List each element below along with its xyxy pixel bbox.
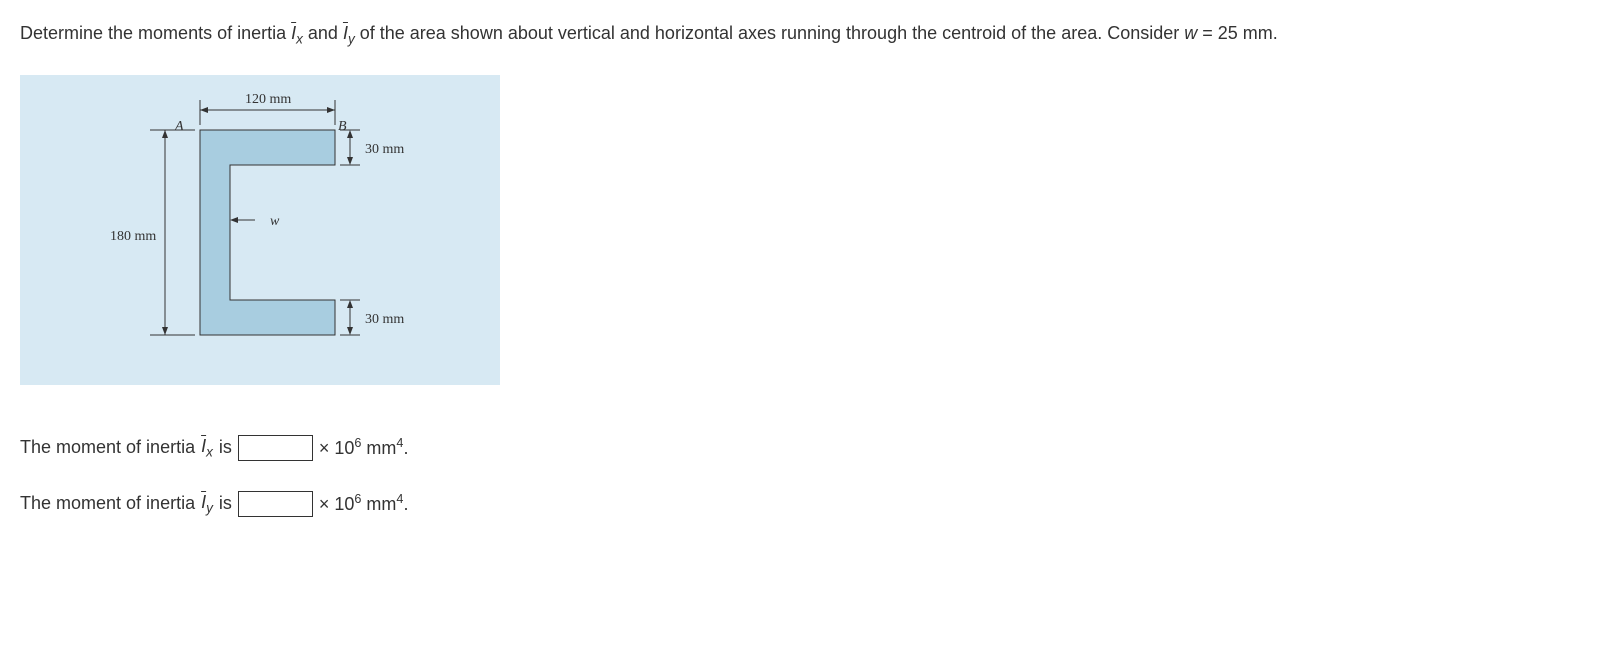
dim-top-arrow-left [200, 107, 208, 113]
iy-input[interactable] [238, 491, 313, 517]
point-a-label: A [174, 119, 184, 134]
answer-ix-period: . [403, 438, 408, 458]
problem-text-3: of the area shown about vertical and hor… [360, 23, 1185, 43]
dim-top-arrow-right [327, 107, 335, 113]
answer-ix-sub: x [206, 445, 213, 460]
dim-rb-arrow-bottom [347, 327, 353, 335]
problem-text-2: and [308, 23, 343, 43]
answer-line-ix: The moment of inertia Ix is × 106 mm4. [20, 435, 1604, 461]
dim-left-arrow-top [162, 130, 168, 138]
answer-ix-mult: × 10 [319, 438, 355, 458]
dim-rb-label: 30 mm [365, 312, 404, 327]
c-shape [200, 130, 335, 335]
diagram-svg: 120 mm A B 180 mm 30 mm 30 mm w [20, 75, 500, 385]
dim-rb-arrow-top [347, 300, 353, 308]
answer-line-iy: The moment of inertia Iy is × 106 mm4. [20, 491, 1604, 517]
answer-iy-unit: mm [366, 494, 396, 514]
answer-ix-unit: mm [366, 438, 396, 458]
answer-ix-exp: 6 [354, 436, 361, 450]
answer-iy-mult: × 10 [319, 494, 355, 514]
w-value: = 25 mm. [1197, 23, 1278, 43]
answer-ix-prefix: The moment of inertia [20, 437, 195, 458]
dim-left-label: 180 mm [110, 229, 156, 244]
answer-iy-sub: y [206, 501, 213, 516]
dim-left-arrow-bottom [162, 327, 168, 335]
point-b-label: B [338, 119, 347, 134]
w-arrow-left [230, 217, 238, 223]
diagram: 120 mm A B 180 mm 30 mm 30 mm w [20, 75, 500, 385]
problem-text-1: Determine the moments of inertia [20, 23, 291, 43]
dim-rt-arrow-bottom [347, 157, 353, 165]
iy-subscript: y [348, 32, 355, 47]
answer-iy-period: . [403, 494, 408, 514]
ix-subscript: x [296, 32, 303, 47]
answer-iy-prefix: The moment of inertia [20, 493, 195, 514]
ix-input[interactable] [238, 435, 313, 461]
dim-rt-arrow-top [347, 130, 353, 138]
w-variable: w [1184, 23, 1197, 43]
answer-iy-exp: 6 [354, 492, 361, 506]
dim-top-label: 120 mm [245, 92, 291, 107]
problem-statement: Determine the moments of inertia Ix and … [20, 20, 1604, 50]
w-label: w [270, 214, 280, 229]
answer-ix-is: is [219, 437, 232, 458]
dim-rt-label: 30 mm [365, 142, 404, 157]
answer-iy-is: is [219, 493, 232, 514]
